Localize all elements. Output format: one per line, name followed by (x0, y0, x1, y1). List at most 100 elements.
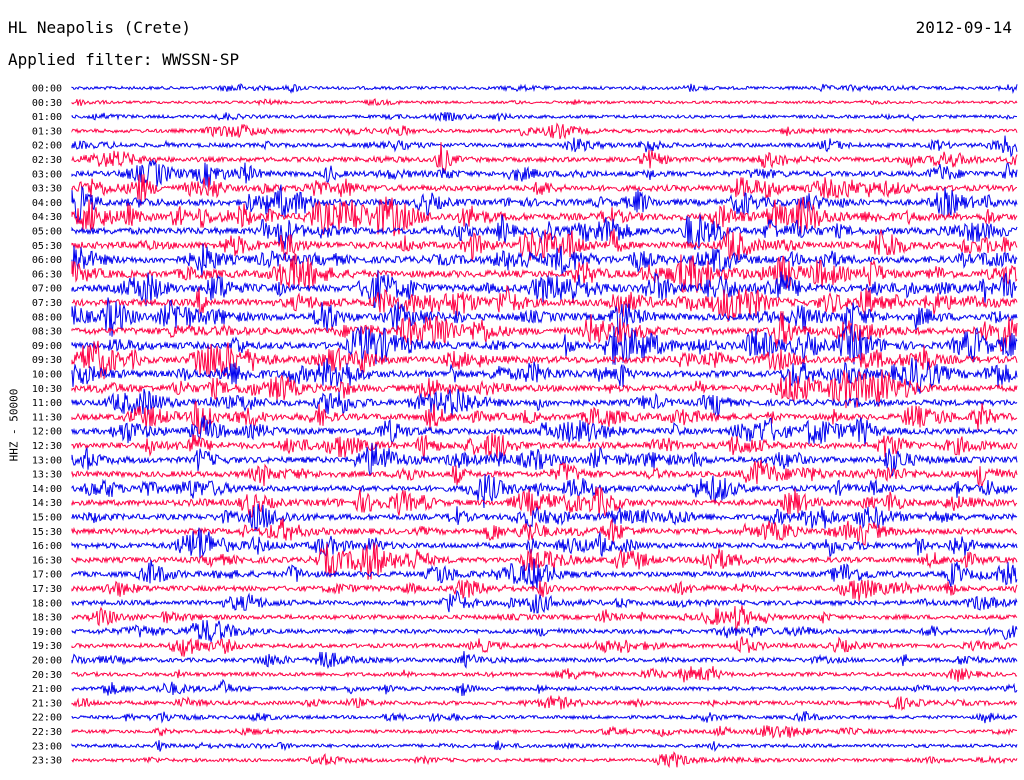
time-tick-label: 05:30 (32, 241, 62, 252)
trace-row (71, 751, 1018, 769)
trace-row (71, 605, 1018, 632)
time-tick-label: 14:30 (32, 498, 62, 509)
time-tick-label: 04:30 (32, 212, 62, 223)
trace-row (71, 725, 1018, 739)
time-tick-label: 13:30 (32, 470, 62, 481)
time-tick-label: 08:00 (32, 312, 62, 323)
time-tick-label: 22:30 (32, 727, 62, 738)
time-tick-label: 14:00 (32, 484, 62, 495)
chart-date: 2012-09-14 (915, 18, 1012, 37)
time-tick-label: 06:00 (32, 255, 62, 266)
time-tick-label: 03:30 (32, 184, 62, 195)
time-tick-label: 06:30 (32, 269, 62, 280)
trace-row (71, 589, 1018, 614)
trace-row (71, 474, 1018, 509)
trace-row (71, 579, 1018, 602)
trace-row (71, 243, 1018, 277)
time-tick-label: 13:00 (32, 455, 62, 466)
time-tick-label: 07:30 (32, 298, 62, 309)
trace-row (71, 666, 1018, 683)
time-tick-label: 05:00 (32, 227, 62, 238)
time-tick-label: 02:30 (32, 155, 62, 166)
time-tick-label: 18:30 (32, 613, 62, 624)
trace-row (71, 184, 1018, 224)
time-tick-label: 04:00 (32, 198, 62, 209)
trace-row (71, 711, 1018, 724)
time-tick-label: 00:30 (32, 98, 62, 109)
time-tick-label: 17:30 (32, 584, 62, 595)
trace-row (71, 442, 1018, 477)
filter-label: Applied filter: WWSSN-SP (8, 50, 240, 69)
trace-row (71, 459, 1018, 489)
time-tick-label: 00:00 (32, 84, 62, 95)
time-tick-label: 03:00 (32, 169, 62, 180)
trace-row (71, 214, 1018, 250)
time-tick-label: 19:00 (32, 627, 62, 638)
time-tick-label: 20:00 (32, 656, 62, 667)
trace-row (71, 636, 1018, 657)
time-tick-labels: 00:00 00:30 01:00 01:30 02:00 02:30 03:00 03:30… (32, 84, 62, 767)
trace-row (71, 695, 1018, 712)
time-tick-label: 21:30 (32, 698, 62, 709)
time-tick-label: 22:00 (32, 713, 62, 724)
trace-row (71, 401, 1018, 435)
trace-row (71, 369, 1018, 409)
trace-row (71, 542, 1018, 580)
time-tick-label: 15:00 (32, 513, 62, 524)
time-tick-label: 08:30 (32, 327, 62, 338)
time-tick-label: 11:30 (32, 412, 62, 423)
trace-row (71, 503, 1018, 532)
trace-row (71, 142, 1018, 174)
trace-row (71, 357, 1018, 394)
time-tick-label: 16:30 (32, 555, 62, 566)
time-tick-label: 01:00 (32, 112, 62, 123)
time-tick-label: 15:30 (32, 527, 62, 538)
trace-row (71, 678, 1018, 697)
time-tick-label: 20:30 (32, 670, 62, 681)
time-tick-label: 10:30 (32, 384, 62, 395)
trace-row (71, 284, 1018, 322)
station-title: HL Neapolis (Crete) (8, 18, 192, 37)
time-tick-label: 23:00 (32, 741, 62, 752)
trace-row (71, 97, 1018, 107)
time-tick-label: 16:00 (32, 541, 62, 552)
time-tick-label: 11:00 (32, 398, 62, 409)
trace-row (71, 112, 1018, 123)
trace-row (71, 252, 1018, 294)
time-tick-label: 01:30 (32, 126, 62, 137)
time-tick-label: 12:30 (32, 441, 62, 452)
trace-row (71, 487, 1018, 518)
trace-row (71, 432, 1018, 462)
trace-row (71, 527, 1018, 560)
time-tick-label: 10:00 (32, 370, 62, 381)
time-tick-label: 19:30 (32, 641, 62, 652)
trace-row (71, 558, 1018, 591)
trace-row (71, 83, 1018, 94)
time-tick-label: 21:00 (32, 684, 62, 695)
trace-row (71, 620, 1018, 643)
seismic-traces (71, 83, 1018, 769)
time-tick-label: 12:00 (32, 427, 62, 438)
time-tick-label: 09:30 (32, 355, 62, 366)
trace-row (71, 196, 1018, 237)
trace-row (71, 340, 1018, 380)
time-tick-label: 07:00 (32, 284, 62, 295)
time-tick-label: 09:00 (32, 341, 62, 352)
trace-row (71, 415, 1018, 447)
trace-row (71, 388, 1018, 419)
time-tick-label: 23:30 (32, 756, 62, 767)
trace-row (71, 122, 1018, 140)
trace-row (71, 651, 1018, 670)
time-tick-label: 17:00 (32, 570, 62, 581)
trace-row (71, 518, 1018, 546)
trace-row (71, 740, 1018, 753)
trace-row (71, 174, 1018, 206)
time-tick-label: 18:00 (32, 598, 62, 609)
trace-row (71, 227, 1018, 262)
trace-row (71, 135, 1018, 158)
time-tick-label: 02:00 (32, 141, 62, 152)
trace-row (71, 269, 1018, 309)
trace-row (71, 297, 1018, 337)
trace-row (71, 158, 1018, 188)
